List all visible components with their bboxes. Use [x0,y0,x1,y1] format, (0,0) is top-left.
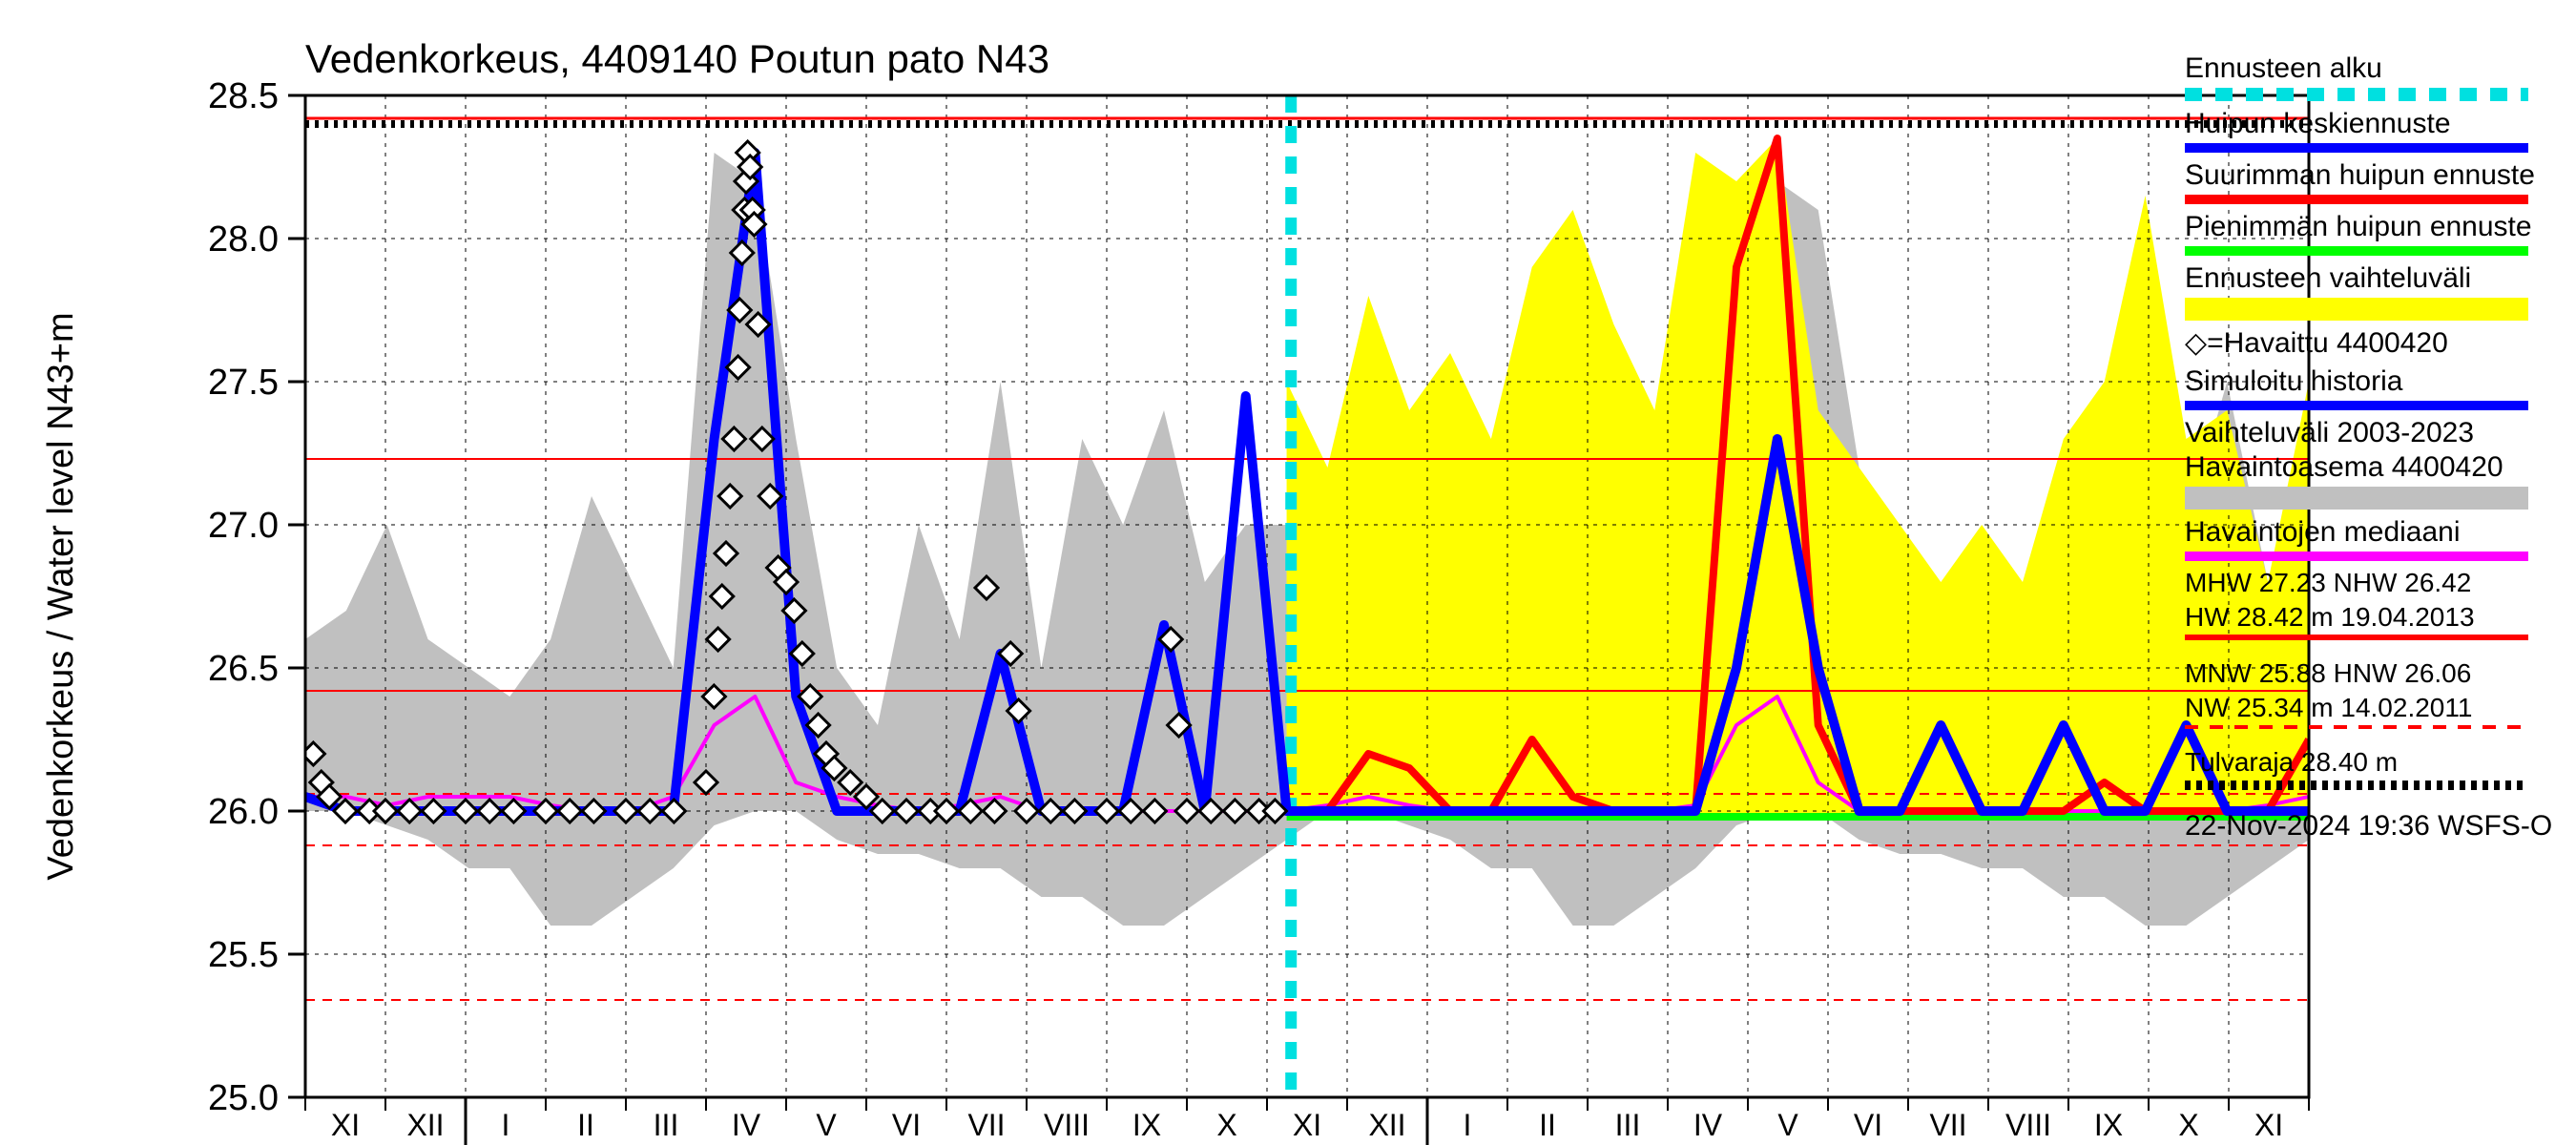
x-month-label: VIII [1044,1108,1090,1142]
legend-swatch [2185,781,2528,790]
x-month-label: IX [1132,1108,1161,1142]
x-month-label: X [1216,1108,1236,1142]
x-month-label: III [1615,1108,1641,1142]
y-tick-label: 27.5 [208,363,279,403]
legend-label: ◇=Havaittu 4400420 [2185,326,2576,361]
legend-stat: NW 25.34 m 14.02.2011 [2185,692,2576,724]
legend-item: Huipun keskiennuste [2185,107,2576,153]
legend-flood: Tulvaraja 28.40 m [2185,746,2576,779]
legend-swatch [2185,487,2528,510]
legend-label: Vaihteluväli 2003-2023 [2185,416,2576,450]
legend-label: Huipun keskiennuste [2185,107,2576,141]
legend-item: Havaintojen mediaani [2185,515,2576,561]
legend-swatch [2185,401,2528,410]
x-month-label: IV [732,1108,761,1142]
x-month-label: VIII [2005,1108,2051,1142]
legend-swatch [2185,725,2528,729]
y-tick-label: 27.0 [208,506,279,546]
legend-item: ◇=Havaittu 4400420 [2185,326,2576,361]
x-month-label: III [654,1108,679,1142]
legend-item: Vaihteluväli 2003-2023 Havaintoasema 440… [2185,416,2576,510]
legend-swatch [2185,195,2528,204]
legend-stat: MHW 27.23 NHW 26.42 [2185,567,2576,599]
x-month-label: IX [2094,1108,2123,1142]
legend-label: Ennusteen vaihteluväli [2185,261,2576,296]
x-month-label: I [502,1108,510,1142]
legend-item: Ennusteen alku [2185,52,2576,101]
legend-item: Ennusteen vaihteluväli [2185,261,2576,321]
x-month-label: XI [2254,1108,2283,1142]
y-tick-label: 25.0 [208,1078,279,1118]
x-month-label: XII [406,1108,444,1142]
legend-swatch [2185,88,2528,101]
legend-label: Pienimmän huipun ennuste [2185,210,2576,244]
y-tick-label: 26.5 [208,649,279,689]
timestamp: 22-Nov-2024 19:36 WSFS-O [2185,809,2576,843]
legend-label: Ennusteen alku [2185,52,2576,86]
x-month-label: XII [1368,1108,1405,1142]
x-month-label: VII [1929,1108,1966,1142]
y-tick-label: 28.0 [208,219,279,260]
legend-item: Pienimmän huipun ennuste [2185,210,2576,256]
legend-label: Simuloitu historia [2185,364,2576,399]
x-month-label: X [2178,1108,2198,1142]
legend-stat: HW 28.42 m 19.04.2013 [2185,601,2576,634]
y-tick-label: 26.0 [208,792,279,832]
legend-swatch [2185,246,2528,256]
legend-stat: MNW 25.88 HNW 26.06 [2185,657,2576,690]
chart-container: Vedenkorkeus, 4409140 Poutun pato N43 Ved… [0,0,2576,1145]
x-month-label: VI [892,1108,921,1142]
chart-title: Vedenkorkeus, 4409140 Poutun pato N43 [305,36,1049,81]
legend-swatch [2185,298,2528,321]
x-month-label: XI [1293,1108,1321,1142]
x-month-label: V [1777,1108,1798,1142]
x-month-label: XI [331,1108,360,1142]
legend-item: Suurimman huipun ennuste [2185,158,2576,204]
x-month-label: I [1464,1108,1472,1142]
y-tick-label: 25.5 [208,935,279,975]
legend-item: Simuloitu historia [2185,364,2576,410]
y-tick-label: 28.5 [208,76,279,116]
legend-label: Havaintojen mediaani [2185,515,2576,550]
x-month-label: II [1539,1108,1556,1142]
legend-swatch [2185,635,2528,640]
legend-label: Suurimman huipun ennuste [2185,158,2576,193]
y-axis-label: Vedenkorkeus / Water level N43+m [41,312,81,880]
legend-swatch [2185,552,2528,561]
legend-container: Ennusteen alku Huipun keskiennuste Suurimm… [2185,52,2576,843]
x-month-label: VII [967,1108,1005,1142]
legend-swatch [2185,143,2528,153]
legend-sublabel: Havaintoasema 4400420 [2185,450,2576,485]
x-month-label: VI [1854,1108,1882,1142]
x-month-label: II [577,1108,594,1142]
x-month-label: V [816,1108,837,1142]
x-month-label: IV [1693,1108,1723,1142]
